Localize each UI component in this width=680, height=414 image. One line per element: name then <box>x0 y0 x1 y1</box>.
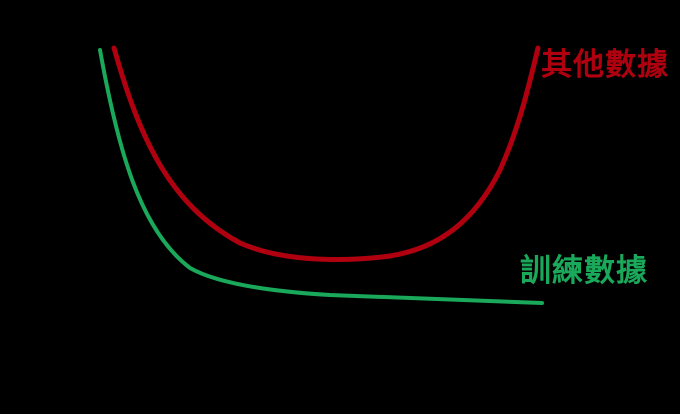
training-data-label: 訓練數據 <box>520 253 648 289</box>
other-data-curve <box>111 45 541 262</box>
other-data-label: 其他數據 <box>541 47 669 83</box>
training-data-curve <box>98 48 544 305</box>
